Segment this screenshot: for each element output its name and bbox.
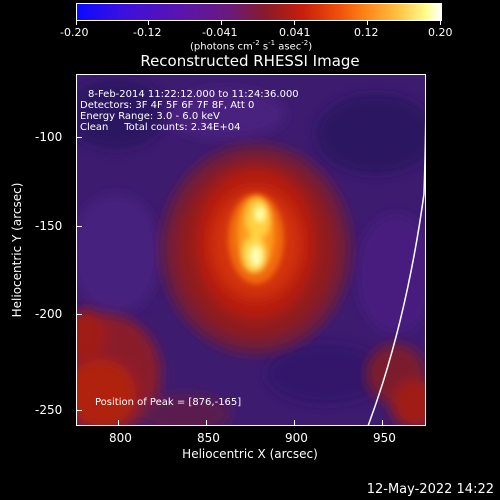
- colorbar-label-0: -0.20: [60, 26, 89, 39]
- y-tick-label-1: -150: [35, 219, 63, 233]
- x-tick-label-1: 850: [197, 431, 220, 445]
- colorbar-label-5: 0.20: [428, 26, 453, 39]
- info-energy-range: Energy Range: 3.0 - 6.0 keV: [80, 111, 220, 122]
- colorbar-units: (photons cm-2 s-1 asec-2): [190, 39, 313, 53]
- rhessi-image: [76, 74, 426, 426]
- y-tick-label-3: -250: [35, 403, 63, 417]
- info-time-range: 8-Feb-2014 11:22:12.000 to 11:24:36.000: [88, 89, 299, 100]
- y-axis-label: Heliocentric Y (arcsec): [10, 182, 24, 318]
- colorbar-label-2: -0.041: [202, 26, 238, 39]
- info-peak-position: Position of Peak = [876,-165]: [95, 397, 242, 408]
- y-tick-label-0: -100: [35, 130, 63, 144]
- colorbar-label-3: 0.041: [279, 26, 311, 39]
- x-tick-label-3: 950: [373, 431, 396, 445]
- image-heatmap: [76, 74, 426, 426]
- x-tick-label-2: 900: [285, 431, 308, 445]
- y-tick-label-2: -200: [35, 307, 63, 321]
- x-axis-label: Heliocentric X (arcsec): [182, 447, 318, 461]
- info-clean-counts: Clean Total counts: 2.34E+04: [80, 122, 241, 133]
- image-frame: [76, 74, 426, 426]
- colorbar: [76, 3, 442, 21]
- x-tick-label-0: 800: [109, 431, 132, 445]
- timestamp: 12-May-2022 14:22: [366, 482, 494, 497]
- plot-title: Reconstructed RHESSI Image: [140, 52, 360, 70]
- colorbar-label-4: 0.12: [354, 26, 379, 39]
- colorbar-label-1: -0.12: [133, 26, 162, 39]
- info-detectors: Detectors: 3F 4F 5F 6F 7F 8F, Att 0: [80, 100, 255, 111]
